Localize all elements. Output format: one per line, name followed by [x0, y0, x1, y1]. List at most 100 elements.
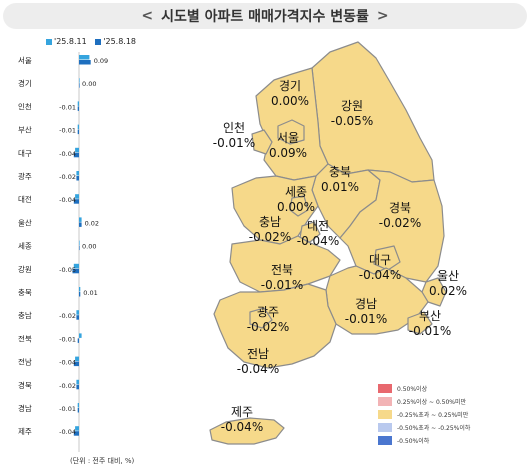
- region-name: 인천: [223, 120, 245, 135]
- color-legend-label: -0.50%이하: [397, 438, 430, 445]
- bar-curr: [76, 384, 79, 390]
- category-label: 경북: [18, 380, 32, 390]
- map-labels: 경기0.00% 강원-0.05%인천-0.01% 서울0.09%충북0.01%세종0…: [213, 79, 467, 434]
- color-legend-row: -0.50%초과 ~ -0.25%이하: [378, 421, 470, 434]
- color-legend-row: -0.25%초과 ~ 0.25%미만: [378, 408, 470, 421]
- region-name: 세종: [285, 185, 307, 199]
- data-label: -0.04: [59, 359, 76, 367]
- region-value: -0.01%: [345, 312, 387, 326]
- bar-prev: [77, 124, 79, 130]
- region-name: 대구: [369, 253, 391, 267]
- color-legend-label: -0.25%초과 ~ 0.25%미만: [397, 412, 469, 419]
- category-label: 강원: [18, 264, 32, 274]
- prev-arrow-icon[interactable]: <: [141, 8, 154, 24]
- data-label: -0.02: [59, 382, 76, 390]
- data-label: -0.04: [59, 150, 76, 158]
- category-label: 울산: [18, 217, 32, 227]
- region-shape-busan[interactable]: [407, 311, 433, 335]
- color-legend-swatch: [378, 410, 392, 419]
- region-shape-daejeon[interactable]: [299, 221, 321, 243]
- region-name: 부산: [419, 309, 441, 323]
- color-legend-label: -0.50%초과 ~ -0.25%이하: [397, 425, 471, 432]
- category-label: 충북: [18, 288, 32, 297]
- region-shape-incheon[interactable]: [251, 129, 273, 155]
- region-value: 0.00%: [277, 200, 315, 214]
- bar-prev: [76, 310, 79, 315]
- legend-label-curr: '25.8.18: [103, 37, 137, 46]
- color-legend-row: 0.50%이상: [378, 382, 470, 395]
- data-label: -0.01: [59, 103, 76, 111]
- bar-curr: [72, 268, 79, 274]
- category-label: 전북: [18, 333, 32, 343]
- category-label: 세종: [18, 242, 32, 251]
- bar-prev: [75, 426, 79, 431]
- region-value: -0.01%: [409, 324, 451, 338]
- data-label: -0.04: [59, 196, 76, 204]
- region-shape-jeonnam[interactable]: [213, 283, 337, 369]
- bar-prev: [73, 263, 79, 269]
- region-name: 경북: [389, 201, 411, 215]
- data-label: -0.02: [59, 312, 76, 320]
- data-label: 0.01: [83, 289, 97, 297]
- region-name: 충남: [259, 215, 281, 229]
- region-value: 0.00%: [271, 94, 309, 108]
- region-value: 0.01%: [321, 180, 359, 194]
- region-name: 경남: [355, 297, 377, 311]
- bar-curr: [76, 176, 79, 181]
- region-name: 강원: [341, 99, 363, 113]
- bar-curr: [77, 106, 79, 111]
- region-name: 광주: [257, 305, 279, 319]
- region-value: -0.04%: [221, 420, 263, 434]
- bar-curr: [76, 315, 79, 320]
- bar-curr: [73, 199, 79, 204]
- color-legend-row: -0.50%이하: [378, 434, 470, 447]
- region-value: -0.04%: [359, 268, 401, 282]
- bar-prev: [76, 379, 79, 385]
- legend-item-curr: '25.8.18: [95, 37, 136, 46]
- region-shape-chungnam[interactable]: [231, 175, 319, 245]
- region-shape-sejong[interactable]: [289, 195, 309, 217]
- region-value: 0.02%: [429, 284, 467, 298]
- bar-prev: [79, 78, 80, 83]
- region-shape-daegu[interactable]: [373, 245, 401, 271]
- data-label: -0.04: [59, 428, 76, 436]
- data-label: 0.02: [85, 219, 99, 227]
- region-value: -0.02%: [247, 320, 289, 334]
- legend-label-prev: '25.8.11: [54, 37, 87, 46]
- color-legend-swatch: [378, 436, 392, 445]
- category-label: 인천: [18, 101, 32, 111]
- bar-prev: [76, 171, 79, 176]
- bar-prev: [77, 403, 79, 408]
- region-value: -0.05%: [331, 114, 373, 128]
- region-name: 전북: [271, 263, 293, 277]
- region-value: -0.01%: [261, 278, 303, 292]
- korea-map: 경기0.00% 강원-0.05%인천-0.01% 서울0.09%충북0.01%세종0…: [209, 41, 467, 445]
- region-shape-gangwon[interactable]: [311, 41, 435, 183]
- region-name: 대전: [307, 219, 329, 233]
- unit-footnote: (단위 : 전주 대비, %): [70, 457, 135, 465]
- data-label: -0.01: [59, 127, 76, 135]
- bar-prev: [75, 147, 79, 153]
- next-arrow-icon[interactable]: >: [376, 8, 389, 24]
- color-legend-swatch: [378, 397, 392, 406]
- region-shape-gwangju[interactable]: [249, 307, 273, 329]
- bar-curr: [73, 152, 79, 158]
- region-shape-seoul[interactable]: [277, 119, 305, 145]
- category-label: 충남: [18, 311, 32, 320]
- bar-prev: [79, 287, 81, 292]
- bar-curr: [77, 408, 79, 413]
- region-shape-jeju[interactable]: [209, 417, 285, 445]
- bar-curr: [79, 60, 91, 65]
- category-label: 광주: [18, 171, 32, 181]
- bar-chart: 서울 0.09 경기 0.00 인천 -0.01 부산 -0.01 대구 -0.04 광주 -0.02…: [18, 52, 108, 452]
- color-legend-label: 0.50%이상: [397, 386, 428, 393]
- bar-curr: [73, 431, 79, 436]
- category-label: 제주: [18, 427, 32, 436]
- bar-prev: [79, 55, 90, 60]
- data-label: -0.05: [59, 266, 76, 274]
- region-value: -0.01%: [213, 136, 255, 150]
- region-shape-jeonbuk[interactable]: [229, 235, 341, 293]
- bar-prev: [79, 333, 82, 338]
- region-value: -0.02%: [379, 216, 421, 230]
- data-label: -0.02: [59, 173, 76, 181]
